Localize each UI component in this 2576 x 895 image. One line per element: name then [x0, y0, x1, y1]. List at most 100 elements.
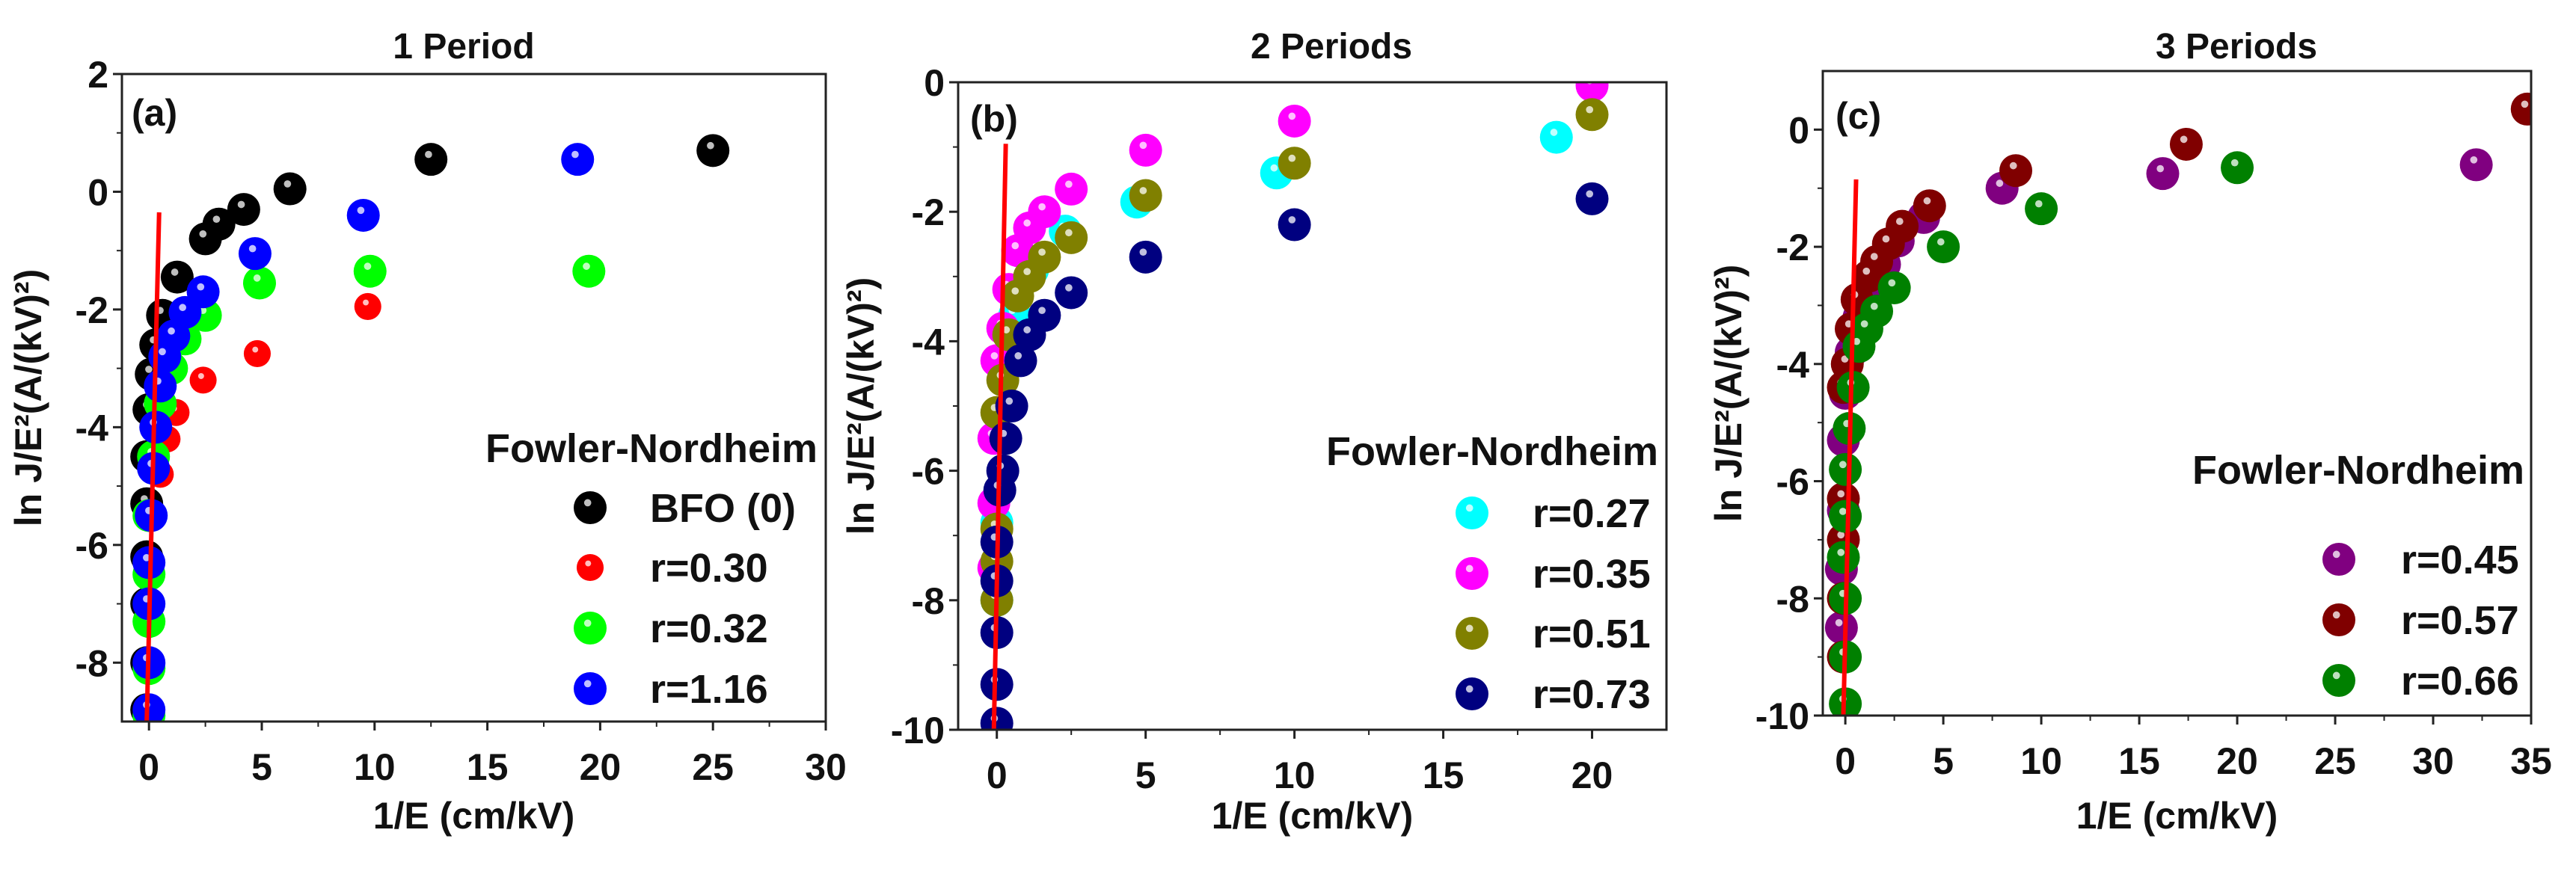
- marker-body: [1927, 230, 1960, 264]
- data-point: [2459, 148, 2493, 182]
- data-point: [243, 339, 272, 367]
- data-point: [1827, 541, 1860, 574]
- marker-highlight: [1011, 242, 1019, 250]
- series-r-0-32: [132, 254, 606, 722]
- marker-highlight: [248, 244, 257, 253]
- series-r-0-57: [1827, 92, 2531, 674]
- data-point: [1001, 234, 1034, 268]
- marker-body: [188, 222, 222, 256]
- panel-title: 3 Periods: [2156, 27, 2317, 67]
- marker-body: [1824, 611, 1858, 645]
- data-point: [1999, 154, 2033, 188]
- data-point: [1129, 133, 1162, 167]
- marker-body: [189, 366, 217, 394]
- marker-body: [1278, 104, 1311, 138]
- x-tick-label: 15: [467, 746, 509, 788]
- y-tick-label: -4: [1776, 344, 1810, 386]
- marker-body: [1539, 120, 1573, 154]
- data-point: [1824, 611, 1858, 645]
- data-point: [1829, 499, 1862, 533]
- plot-area: [977, 82, 1609, 730]
- marker-body: [2322, 603, 2355, 636]
- x-tick-label: 20: [580, 746, 622, 788]
- data-point: [1129, 179, 1162, 212]
- data-point: [2025, 192, 2058, 226]
- data-point: [1927, 230, 1960, 264]
- marker-body: [574, 672, 607, 705]
- legend-marker: [574, 612, 607, 645]
- panel-label: (b): [970, 98, 1018, 140]
- y-tick-label: -8: [912, 580, 945, 622]
- marker-highlight: [1839, 508, 1847, 515]
- marker-highlight: [1888, 279, 1896, 287]
- data-point: [1575, 98, 1609, 132]
- marker-highlight: [1996, 179, 2004, 187]
- marker-body: [2169, 127, 2203, 161]
- x-tick-label: 10: [354, 746, 396, 788]
- marker-body: [273, 172, 307, 206]
- marker-body: [1842, 330, 1876, 363]
- marker-body: [1575, 98, 1609, 132]
- marker-body: [2322, 543, 2355, 576]
- marker-highlight: [1139, 248, 1147, 256]
- marker-highlight: [1139, 187, 1147, 194]
- y-axis-title: ln J/E²(A/(kV)²): [1708, 265, 1749, 522]
- marker-highlight: [1038, 203, 1046, 211]
- series-r-0-35: [977, 82, 1609, 585]
- y-tick-label: -10: [891, 710, 945, 751]
- plot-frame: [1821, 70, 2533, 717]
- marker-body: [1456, 496, 1488, 529]
- marker-highlight: [1139, 141, 1147, 150]
- y-axis-title: ln J/E²(A/(kV)²): [7, 269, 49, 526]
- marker-highlight: [199, 230, 207, 238]
- marker-highlight: [1023, 326, 1031, 333]
- marker-body: [574, 612, 607, 645]
- marker-highlight: [1465, 504, 1473, 512]
- panel-b: 2 Periods 0 5 10 15 20 -10 -8 -6 -4 -2 0 1/E (cm/kV)…: [840, 27, 1668, 837]
- legend: Fowler-Nordheim BFO (0) r=0.30 r=0.32 r=1.16: [485, 426, 818, 712]
- marker-highlight: [1038, 248, 1046, 256]
- marker-highlight: [707, 141, 714, 150]
- marker-highlight: [1270, 164, 1278, 172]
- marker-highlight: [2521, 100, 2529, 108]
- x-axis-title: 1/E (cm/kV): [2076, 795, 2278, 837]
- marker-highlight: [197, 373, 204, 379]
- y-tick-label: 0: [88, 171, 108, 213]
- marker-highlight: [2332, 671, 2340, 680]
- marker-body: [1278, 208, 1311, 242]
- marker-highlight: [1837, 531, 1845, 539]
- marker-highlight: [252, 346, 259, 353]
- panel-a: 1 Period 0 5 10 15 20 25 30 -8 -6 -4 -2 0 2 1/E (cm/kV…: [7, 27, 847, 837]
- y-tick-label: 0: [1788, 109, 1809, 151]
- data-point: [227, 193, 260, 227]
- legend-label: r=0.51: [1533, 612, 1651, 656]
- marker-body: [346, 198, 380, 232]
- marker-highlight: [990, 351, 999, 360]
- marker-body: [1827, 541, 1860, 574]
- marker-body: [1055, 172, 1088, 206]
- marker-highlight: [171, 268, 179, 276]
- marker-highlight: [1465, 565, 1473, 573]
- data-point: [144, 369, 177, 403]
- marker-highlight: [1465, 624, 1473, 633]
- data-point: [2146, 157, 2180, 191]
- data-point: [189, 366, 217, 394]
- x-tick-label: 35: [2510, 740, 2552, 782]
- legend-label: r=0.35: [1533, 552, 1651, 597]
- legend-label: r=0.45: [2401, 538, 2519, 582]
- marker-highlight: [2470, 156, 2478, 164]
- data-point: [1877, 271, 1911, 304]
- data-point: [1539, 120, 1573, 154]
- data-point: [160, 260, 194, 294]
- marker-highlight: [145, 366, 153, 373]
- data-point: [1129, 240, 1162, 274]
- marker-highlight: [571, 150, 579, 159]
- marker-highlight: [1936, 238, 1945, 246]
- y-tick-label: -6: [76, 525, 108, 567]
- marker-body: [995, 390, 1028, 422]
- marker-body: [353, 254, 387, 288]
- marker-highlight: [1065, 180, 1073, 188]
- marker-body: [696, 134, 730, 167]
- marker-highlight: [583, 499, 592, 507]
- marker-highlight: [159, 348, 166, 356]
